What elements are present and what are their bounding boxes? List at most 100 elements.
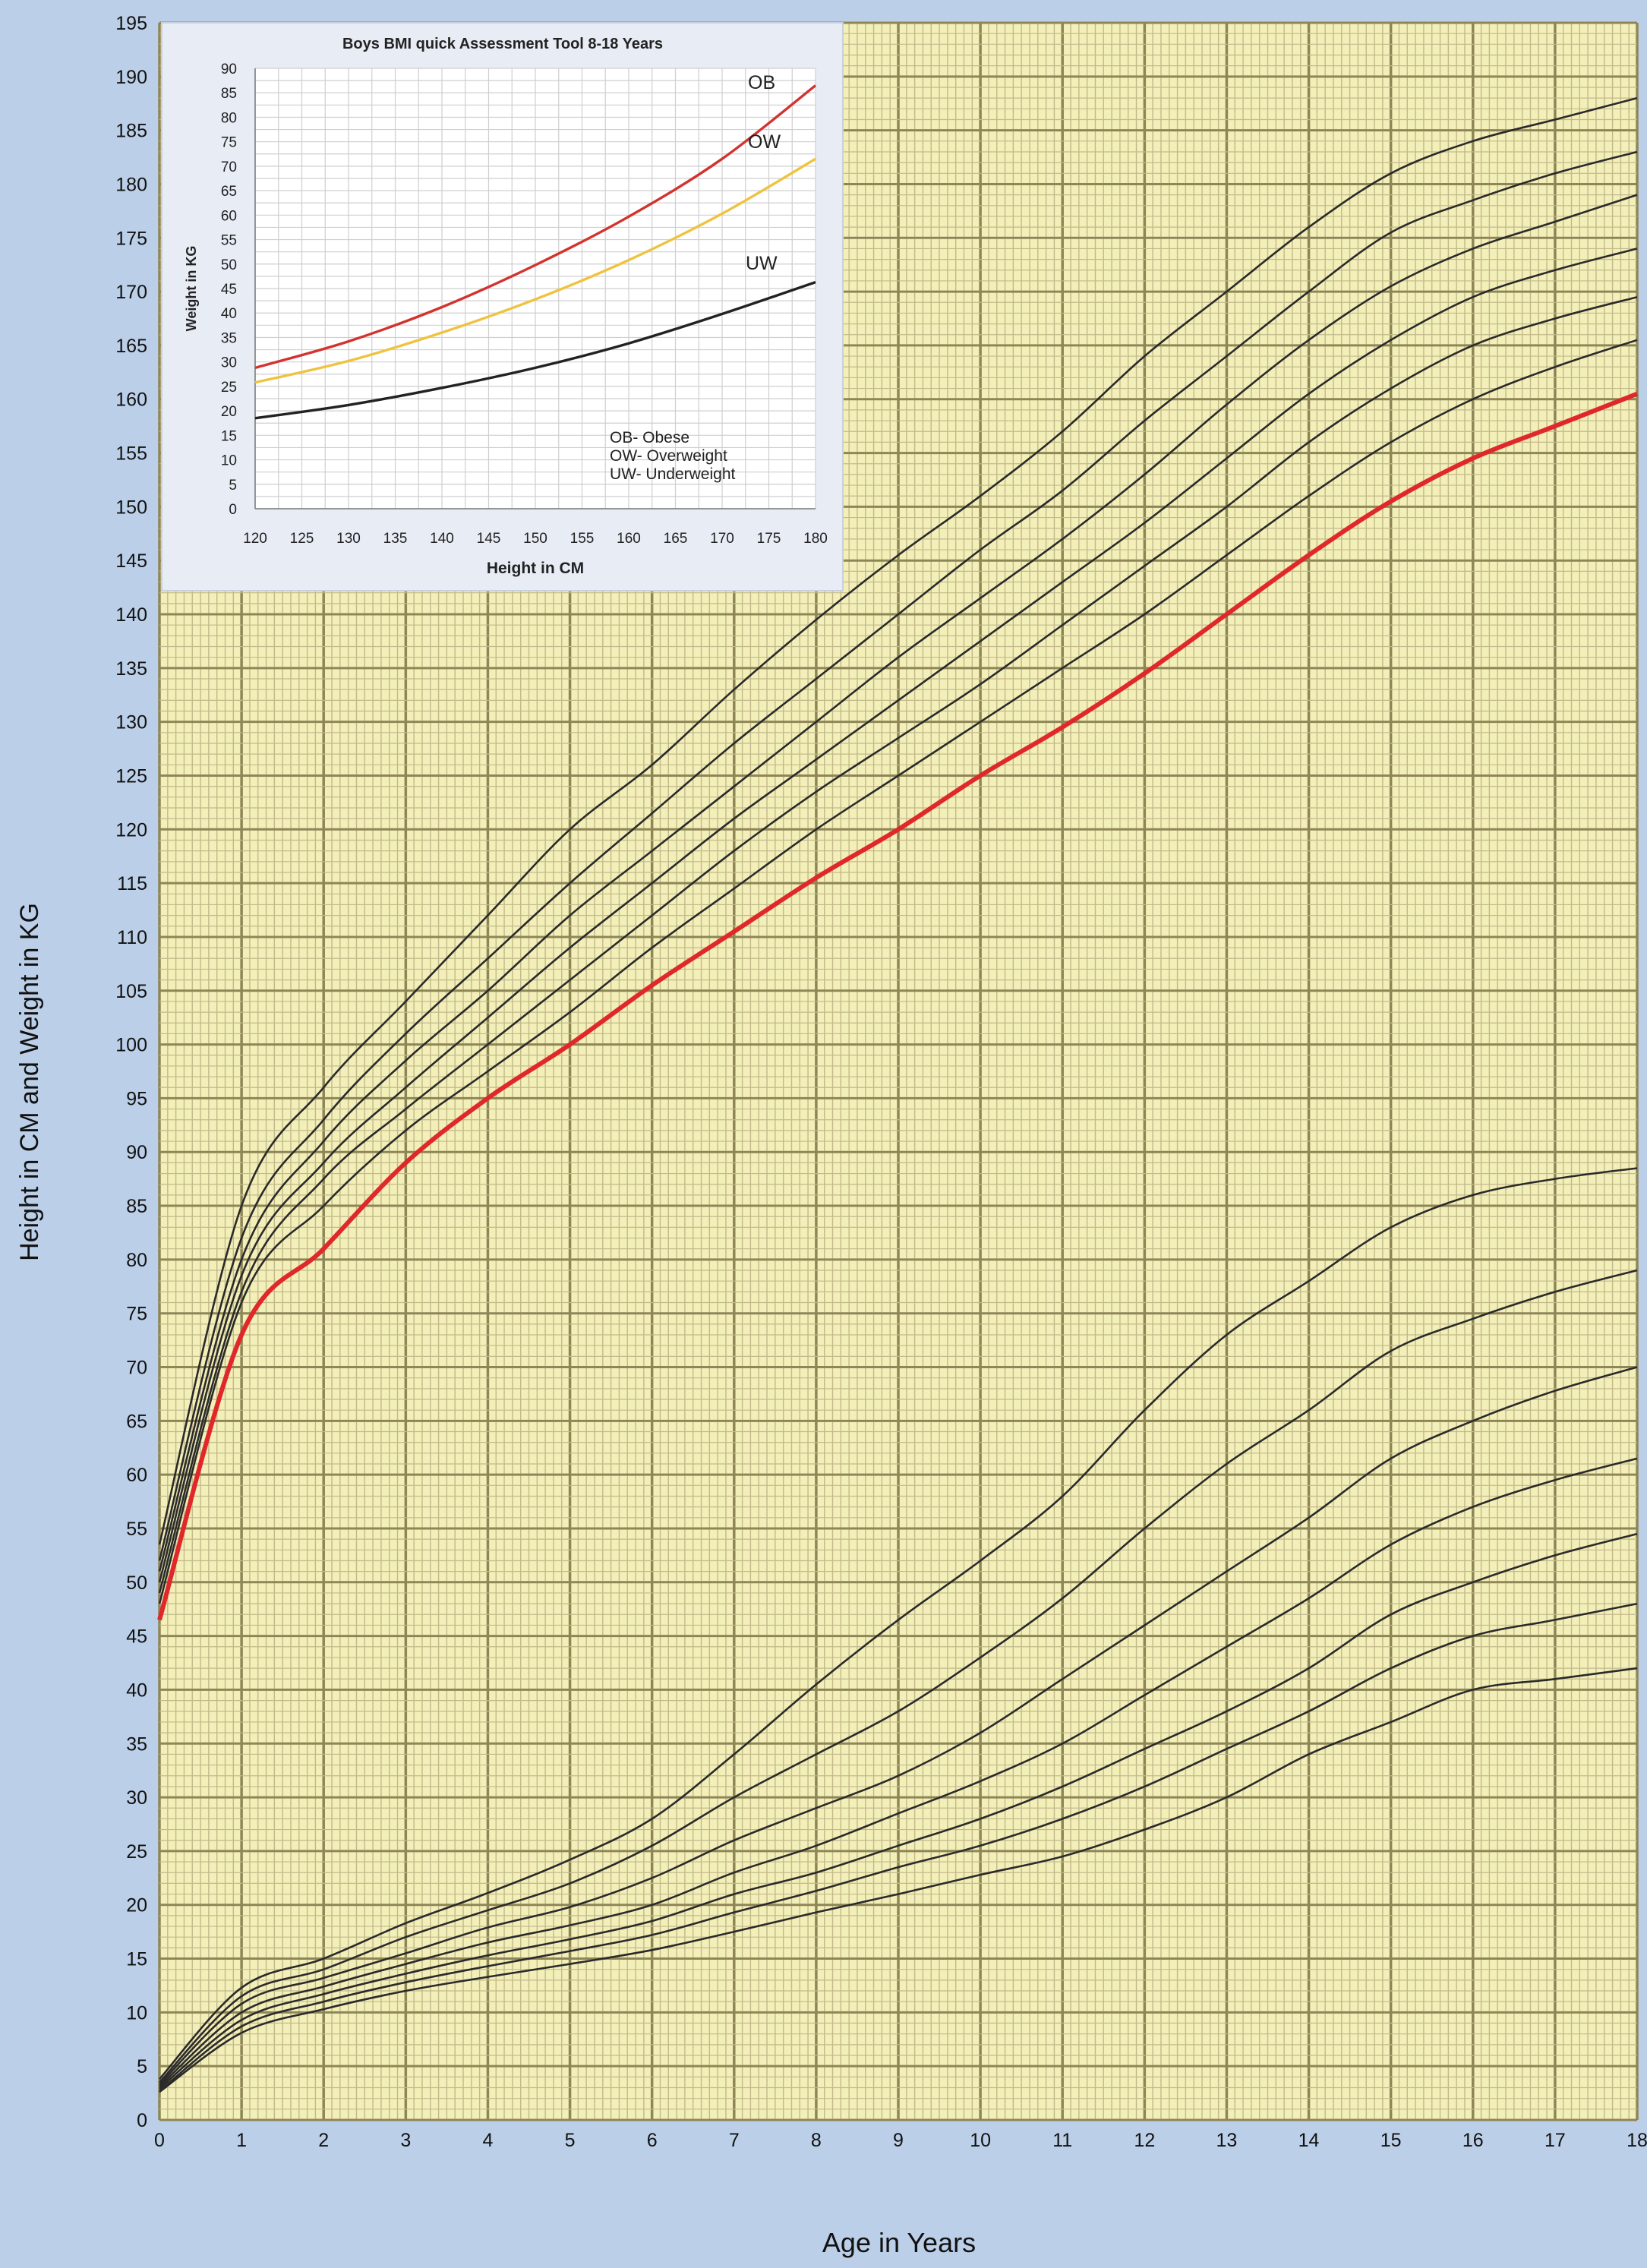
inset-x-tick-label: 170 (710, 531, 734, 547)
inset-x-tick-label: 175 (757, 531, 781, 547)
y-tick-label: 0 (137, 2110, 147, 2131)
y-tick-label: 105 (115, 981, 147, 1002)
inset-y-axis-label: Weight in KG (184, 246, 199, 332)
y-tick-label: 70 (126, 1358, 147, 1379)
y-tick-label: 160 (115, 390, 147, 411)
inset-y-tick-label: 20 (221, 404, 237, 420)
x-tick-label: 13 (1216, 2130, 1238, 2151)
weight-curve-3 (159, 1366, 1638, 2086)
x-tick-label: 3 (400, 2130, 411, 2151)
inset-x-axis-label: Height in CM (487, 560, 584, 577)
inset-grid (254, 68, 816, 509)
inset-axes: 0 5 10 15 20 25 30 35 40 45 50 55 60 65 70 75 80 85 90 120 1… (221, 62, 828, 547)
inset-curve-ob (254, 84, 817, 370)
y-tick-label: 100 (115, 1035, 147, 1056)
x-tick-label: 17 (1544, 2130, 1566, 2151)
inset-y-tick-label: 5 (229, 478, 237, 494)
y-tick-label: 40 (126, 1680, 147, 1701)
weight-curve-7 (159, 1667, 1638, 2093)
inset-curve-ow (254, 157, 816, 384)
x-tick-label: 5 (565, 2130, 576, 2151)
y-tick-label: 15 (126, 1949, 147, 1970)
inset-bmi-chart: Boys BMI quick Assessment Tool 8-18 Year… (161, 22, 844, 591)
y-tick-label: 185 (115, 121, 147, 142)
x-tick-label: 1 (236, 2130, 247, 2151)
inset-legend-overweight: OW- Overweight (610, 447, 727, 465)
inset-title: Boys BMI quick Assessment Tool 8-18 Year… (342, 36, 663, 52)
y-tick-label: 190 (115, 67, 147, 88)
y-tick-label: 20 (126, 1895, 147, 1916)
y-tick-label: 55 (126, 1519, 147, 1540)
y-tick-label: 195 (115, 13, 147, 34)
x-tick-label: 15 (1380, 2130, 1402, 2151)
y-tick-label: 110 (117, 927, 147, 948)
x-tick-label: 18 (1626, 2130, 1647, 2151)
y-tick-label: 10 (126, 2002, 147, 2024)
inset-y-tick-label: 90 (221, 62, 237, 77)
weight-curve-5 (159, 1532, 1638, 2090)
y-tick-label: 115 (117, 873, 147, 894)
x-tick-label: 7 (729, 2130, 740, 2151)
y-tick-label: 170 (115, 282, 147, 303)
inset-legend-obese: OB- Obese (610, 429, 689, 446)
weight-curve-6 (159, 1602, 1638, 2092)
inset-y-tick-label: 0 (229, 502, 237, 518)
inset-y-tick-label: 70 (221, 159, 237, 175)
y-tick-label: 95 (126, 1088, 147, 1109)
inset-y-tick-label: 30 (221, 355, 237, 371)
x-tick-label: 9 (893, 2130, 904, 2151)
y-tick-label: 50 (126, 1572, 147, 1594)
main-axes: 0510152025303540455055606570758085909510… (115, 13, 1647, 2151)
y-tick-label: 85 (126, 1196, 147, 1217)
inset-x-tick-label: 180 (803, 531, 828, 547)
height-curve-4 (158, 248, 1638, 1583)
height-curve-2 (158, 150, 1638, 1561)
x-tick-label: 8 (811, 2130, 822, 2151)
inset-series-label-uw: UW (746, 253, 778, 274)
inset-x-tick-label: 140 (430, 531, 454, 547)
inset-x-tick-label: 160 (617, 531, 641, 547)
x-tick-label: 6 (647, 2130, 658, 2151)
y-tick-label: 145 (115, 550, 147, 572)
y-tick-label: 65 (126, 1411, 147, 1432)
main-curves (157, 96, 1639, 2093)
inset-y-tick-label: 55 (221, 233, 237, 249)
inset-curves: OB OW UW (254, 72, 817, 420)
inset-y-tick-label: 75 (221, 135, 237, 151)
x-axis-label: Age in Years (822, 2227, 976, 2258)
inset-x-tick-label: 120 (243, 531, 267, 547)
y-tick-label: 150 (115, 497, 147, 518)
inset-series-label-ow: OW (748, 131, 781, 153)
y-tick-label: 75 (126, 1304, 147, 1325)
y-tick-label: 35 (126, 1733, 147, 1755)
x-tick-label: 4 (482, 2130, 493, 2151)
inset-x-tick-label: 135 (383, 531, 408, 547)
inset-x-tick-label: 145 (477, 531, 501, 547)
y-tick-label: 5 (137, 2056, 147, 2077)
x-tick-label: 0 (154, 2130, 165, 2151)
y-tick-label: 125 (115, 765, 147, 787)
x-tick-label: 12 (1134, 2130, 1155, 2151)
inset-y-tick-label: 15 (221, 428, 237, 444)
inset-y-tick-label: 85 (221, 86, 237, 102)
inset-y-tick-label: 50 (221, 257, 237, 273)
y-tick-label: 135 (115, 658, 147, 680)
y-tick-label: 165 (115, 336, 147, 357)
height-curve-3 (158, 194, 1638, 1572)
y-tick-label: 140 (115, 604, 147, 626)
inset-y-tick-label: 25 (221, 380, 237, 396)
inset-y-tick-label: 45 (221, 282, 237, 298)
inset-x-tick-label: 155 (570, 531, 595, 547)
x-tick-label: 11 (1052, 2130, 1072, 2151)
height-curve-highlight (157, 391, 1639, 1621)
inset-y-tick-label: 40 (221, 306, 237, 322)
inset-y-tick-label: 65 (221, 184, 237, 200)
y-tick-label: 60 (126, 1465, 147, 1486)
y-tick-label: 80 (126, 1250, 147, 1271)
main-grid (158, 21, 1639, 2121)
inset-x-tick-label: 165 (664, 531, 688, 547)
inset-legend-underweight: UW- Underweight (610, 465, 735, 483)
inset-y-tick-label: 60 (221, 208, 237, 224)
y-tick-label: 90 (126, 1142, 147, 1163)
